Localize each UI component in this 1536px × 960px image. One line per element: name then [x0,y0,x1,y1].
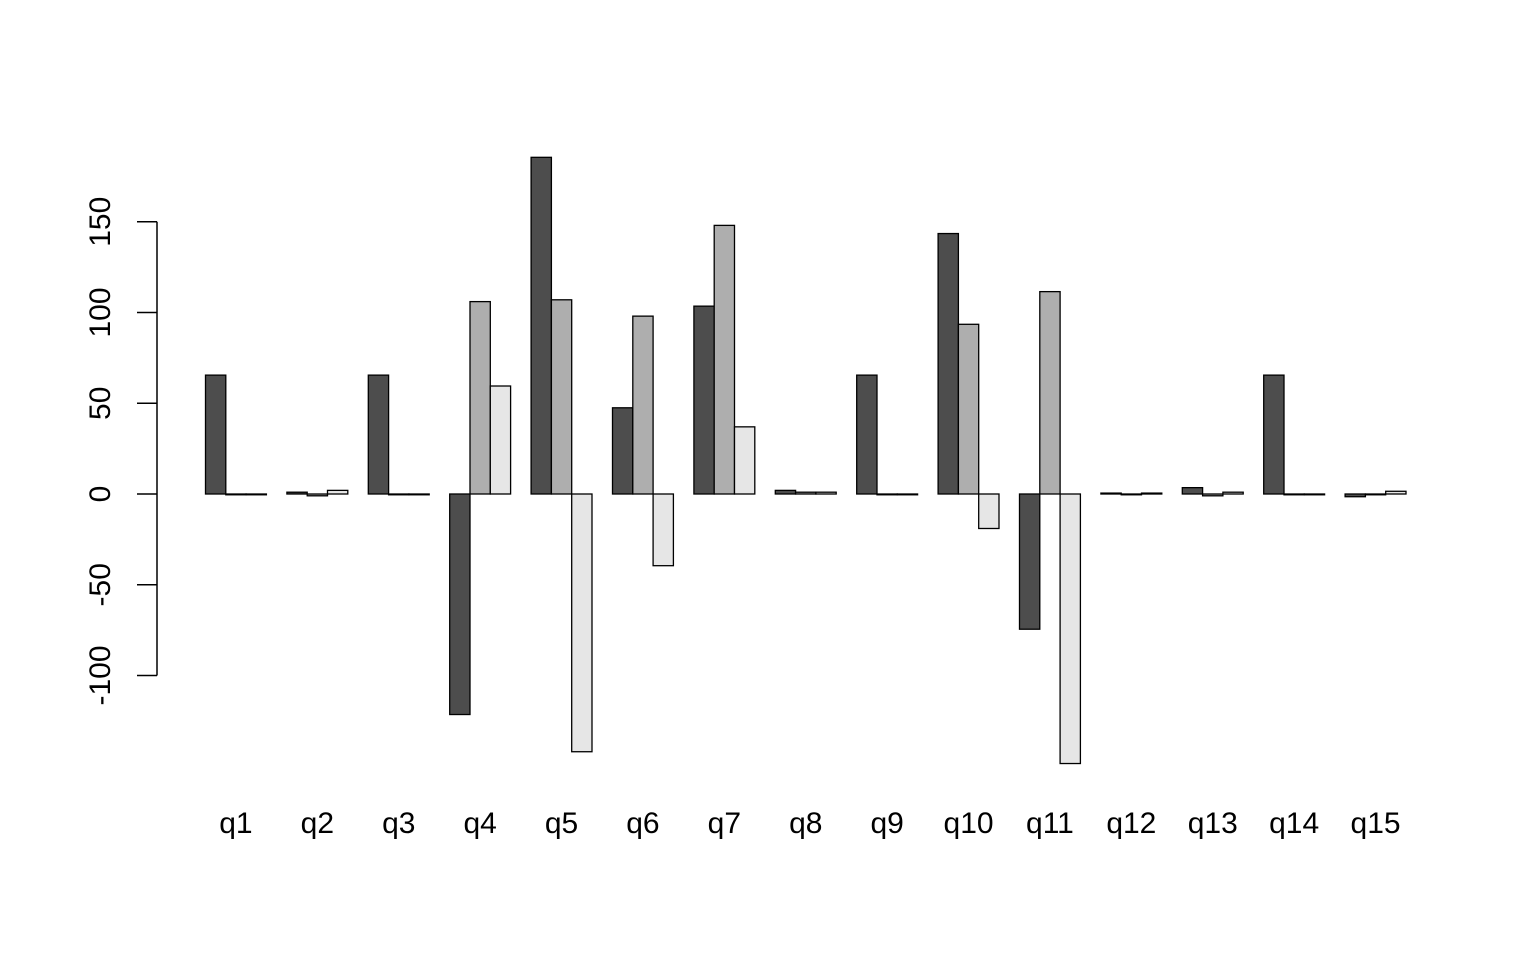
bar-q12-series-3 [1140,492,1163,495]
bar-q6-series-2 [632,315,654,495]
bar-q4-series-3 [489,385,512,495]
category-label-q7: q7 [708,807,741,840]
bar-q3-series-1 [367,374,390,495]
y-tick-label: 0 [84,486,117,503]
bar-q10-series-2 [957,323,980,495]
bar-q13-series-1 [1181,486,1204,495]
bar-q15-series-1 [1344,493,1367,498]
category-label-q11: q11 [1026,807,1074,840]
y-tick-label: 50 [84,387,117,420]
bar-q1-series-3 [245,493,268,496]
bar-q15-series-3 [1385,490,1407,495]
bar-q8-series-3 [815,491,837,495]
y-tick-label: 150 [84,197,117,247]
bar-q11-series-3 [1059,493,1082,765]
bar-q7-series-1 [693,305,715,495]
bar-q6-series-1 [611,407,634,495]
bar-q11-series-1 [1018,493,1041,630]
bar-q13-series-2 [1201,493,1224,497]
category-label-q1: q1 [219,807,252,840]
bar-q14-series-2 [1283,493,1305,496]
y-tick-label: 100 [84,287,117,337]
bar-q9-series-1 [856,374,878,495]
bar-q14-series-1 [1263,374,1285,495]
bar-q12-series-1 [1100,492,1122,495]
category-label-q9: q9 [870,807,903,840]
bar-q10-series-1 [937,232,960,495]
y-axis: -100 -50 0 50 100 150 [84,197,158,706]
category-label-q3: q3 [382,807,415,840]
bar-q10-series-3 [978,493,1000,530]
bar-q2-series-3 [326,489,349,495]
bar-q14-series-3 [1303,493,1326,496]
bar-q6-series-3 [652,493,675,567]
bar-q7-series-2 [713,224,736,495]
bar-q8-series-2 [794,491,817,495]
category-labels: q1 q2 q3 q4 q5 q6 q7 q8 q9 q10 q11 q12 q13 q14 q15 [219,807,1400,840]
category-label-q4: q4 [463,807,496,840]
category-label-q10: q10 [944,807,994,840]
bar-q8-series-1 [774,489,797,495]
bar-q9-series-3 [896,493,919,496]
bar-q2-series-2 [306,493,329,497]
bar-q5-series-1 [530,156,553,495]
bar-q3-series-3 [408,493,430,496]
category-label-q14: q14 [1269,807,1319,840]
bar-q4-series-1 [449,493,471,716]
bar-q15-series-2 [1364,493,1387,496]
y-tick-label: -100 [84,645,117,705]
category-label-q12: q12 [1106,807,1156,840]
bar-q1-series-1 [204,374,227,495]
bar-q4-series-2 [469,300,491,495]
bar-q7-series-3 [733,426,756,495]
y-tick-label: -50 [84,563,117,606]
bar-q12-series-2 [1120,493,1143,496]
category-label-q2: q2 [301,807,334,840]
category-label-q6: q6 [626,807,659,840]
bar-q1-series-2 [225,493,247,496]
bar-q2-series-1 [286,491,308,495]
bar-q9-series-2 [876,493,898,496]
bar-q3-series-2 [387,493,410,496]
bars [204,156,1407,765]
category-label-q15: q15 [1351,807,1401,840]
category-label-q13: q13 [1188,807,1238,840]
bar-q13-series-3 [1222,491,1244,495]
bar-q5-series-2 [550,299,573,495]
bar-q5-series-3 [571,493,593,753]
category-label-q5: q5 [545,807,578,840]
category-label-q8: q8 [789,807,822,840]
bar-q11-series-2 [1039,290,1061,495]
